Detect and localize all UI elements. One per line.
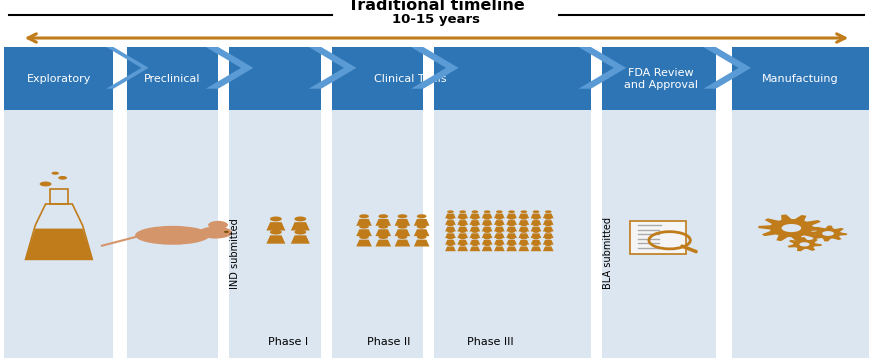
Circle shape bbox=[459, 230, 466, 233]
Circle shape bbox=[484, 210, 491, 213]
Circle shape bbox=[533, 210, 540, 213]
Polygon shape bbox=[506, 247, 517, 251]
Circle shape bbox=[545, 223, 552, 226]
Circle shape bbox=[533, 243, 540, 246]
Circle shape bbox=[520, 230, 527, 233]
Circle shape bbox=[484, 230, 491, 233]
Polygon shape bbox=[107, 47, 148, 89]
Polygon shape bbox=[494, 214, 505, 218]
Polygon shape bbox=[519, 220, 529, 225]
Circle shape bbox=[508, 210, 515, 213]
Circle shape bbox=[447, 243, 454, 246]
Circle shape bbox=[520, 210, 527, 213]
Circle shape bbox=[378, 224, 388, 229]
Polygon shape bbox=[356, 229, 372, 236]
Circle shape bbox=[508, 230, 515, 233]
Polygon shape bbox=[470, 247, 480, 251]
FancyBboxPatch shape bbox=[4, 47, 113, 358]
Circle shape bbox=[471, 210, 478, 213]
Circle shape bbox=[52, 172, 59, 175]
Polygon shape bbox=[395, 240, 410, 247]
Circle shape bbox=[378, 235, 388, 239]
Circle shape bbox=[459, 243, 466, 246]
Polygon shape bbox=[543, 240, 553, 245]
Polygon shape bbox=[543, 227, 553, 231]
Polygon shape bbox=[445, 220, 456, 225]
Polygon shape bbox=[266, 222, 285, 231]
FancyBboxPatch shape bbox=[602, 47, 720, 110]
Text: Manufactuing: Manufactuing bbox=[762, 74, 838, 84]
Circle shape bbox=[471, 223, 478, 226]
Text: Phase II: Phase II bbox=[367, 337, 410, 347]
FancyBboxPatch shape bbox=[716, 47, 726, 358]
Polygon shape bbox=[506, 233, 517, 238]
Polygon shape bbox=[531, 247, 541, 251]
FancyBboxPatch shape bbox=[127, 47, 218, 358]
Polygon shape bbox=[543, 247, 553, 251]
Polygon shape bbox=[414, 240, 430, 247]
Polygon shape bbox=[494, 220, 505, 225]
FancyBboxPatch shape bbox=[4, 47, 113, 110]
Circle shape bbox=[270, 230, 282, 235]
Circle shape bbox=[508, 237, 515, 240]
Circle shape bbox=[58, 176, 67, 180]
Polygon shape bbox=[457, 240, 468, 245]
Circle shape bbox=[471, 217, 478, 220]
Circle shape bbox=[545, 237, 552, 240]
Polygon shape bbox=[375, 229, 391, 236]
Circle shape bbox=[496, 217, 503, 220]
Polygon shape bbox=[704, 47, 751, 89]
Polygon shape bbox=[470, 240, 480, 245]
Polygon shape bbox=[457, 233, 468, 238]
Circle shape bbox=[447, 217, 454, 220]
FancyBboxPatch shape bbox=[218, 47, 229, 358]
Circle shape bbox=[520, 223, 527, 226]
Ellipse shape bbox=[199, 227, 232, 239]
Polygon shape bbox=[291, 222, 310, 231]
Text: Preclinical: Preclinical bbox=[144, 74, 201, 84]
Circle shape bbox=[533, 230, 540, 233]
FancyBboxPatch shape bbox=[591, 47, 601, 358]
Polygon shape bbox=[809, 226, 847, 241]
Circle shape bbox=[447, 210, 454, 213]
Circle shape bbox=[533, 223, 540, 226]
FancyBboxPatch shape bbox=[423, 47, 434, 358]
Circle shape bbox=[800, 242, 809, 247]
Polygon shape bbox=[482, 220, 492, 225]
Circle shape bbox=[294, 230, 306, 235]
Circle shape bbox=[533, 217, 540, 220]
Polygon shape bbox=[531, 233, 541, 238]
Circle shape bbox=[208, 221, 228, 229]
Polygon shape bbox=[482, 247, 492, 251]
Polygon shape bbox=[579, 47, 626, 89]
Polygon shape bbox=[457, 214, 468, 218]
FancyBboxPatch shape bbox=[229, 47, 591, 358]
Polygon shape bbox=[482, 240, 492, 245]
Polygon shape bbox=[531, 227, 541, 231]
Text: FDA Review
and Approval: FDA Review and Approval bbox=[624, 68, 698, 89]
Polygon shape bbox=[543, 220, 553, 225]
Polygon shape bbox=[494, 240, 505, 245]
Text: Phase I: Phase I bbox=[268, 337, 308, 347]
Polygon shape bbox=[445, 227, 456, 231]
Text: Clinical Trials: Clinical Trials bbox=[374, 74, 446, 84]
Polygon shape bbox=[457, 227, 468, 231]
Polygon shape bbox=[531, 214, 541, 218]
Polygon shape bbox=[375, 240, 391, 247]
Circle shape bbox=[496, 210, 503, 213]
Text: Traditional timeline: Traditional timeline bbox=[348, 0, 525, 13]
Circle shape bbox=[39, 181, 52, 186]
Circle shape bbox=[416, 214, 427, 218]
Polygon shape bbox=[470, 233, 480, 238]
Polygon shape bbox=[356, 219, 372, 226]
Polygon shape bbox=[445, 214, 456, 218]
Circle shape bbox=[484, 223, 491, 226]
Circle shape bbox=[294, 216, 306, 222]
Polygon shape bbox=[519, 227, 529, 231]
Circle shape bbox=[416, 224, 427, 229]
Circle shape bbox=[223, 231, 229, 233]
FancyBboxPatch shape bbox=[229, 47, 591, 110]
Polygon shape bbox=[445, 233, 456, 238]
FancyBboxPatch shape bbox=[732, 47, 869, 110]
